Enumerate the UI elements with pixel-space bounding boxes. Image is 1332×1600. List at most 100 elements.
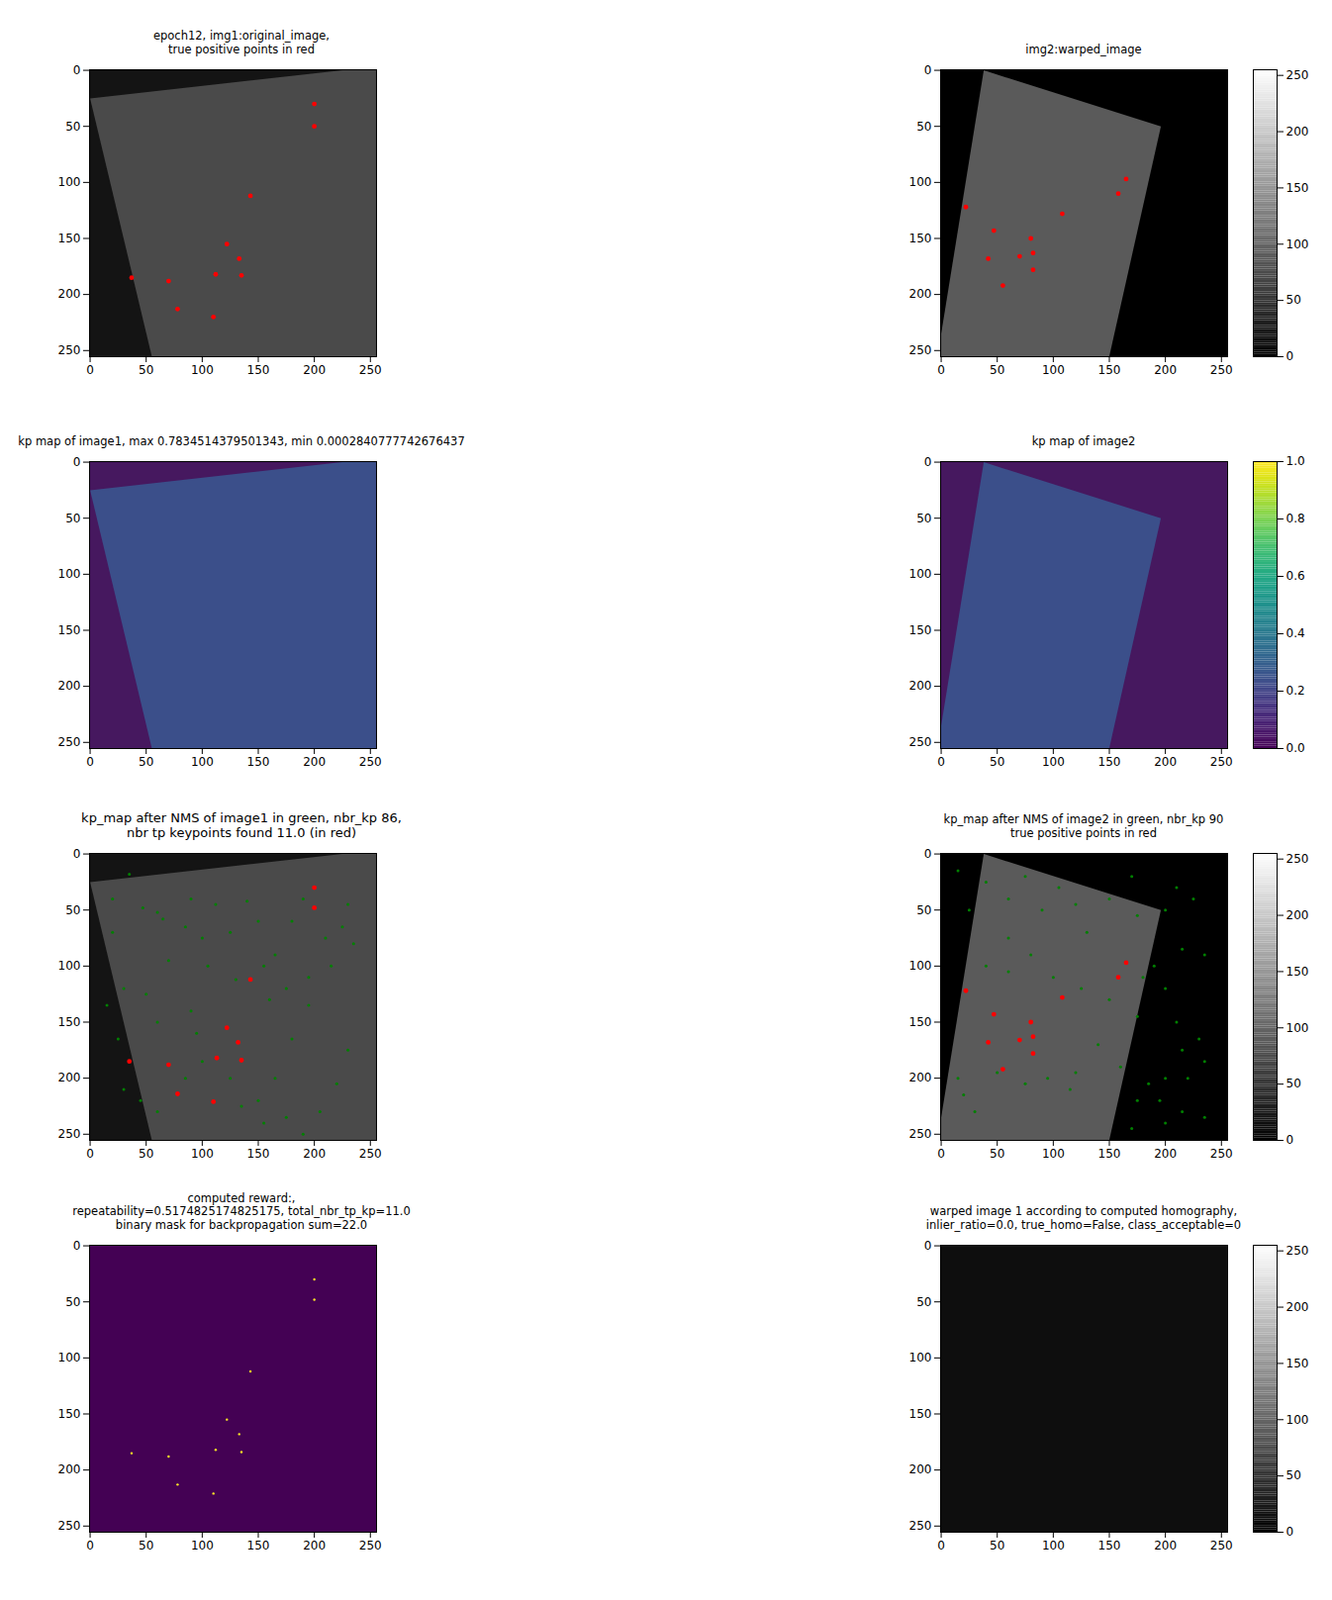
- svg-text:250: 250: [909, 1127, 933, 1142]
- svg-text:250: 250: [1286, 852, 1310, 866]
- svg-text:0.8: 0.8: [1286, 511, 1306, 526]
- svg-text:50: 50: [1286, 292, 1302, 307]
- svg-text:100: 100: [1286, 1021, 1310, 1036]
- svg-text:50: 50: [916, 903, 932, 918]
- svg-text:50: 50: [138, 1538, 154, 1553]
- svg-text:150: 150: [1286, 181, 1310, 195]
- svg-text:0: 0: [86, 755, 95, 769]
- svg-text:100: 100: [1042, 1538, 1065, 1553]
- svg-text:250: 250: [359, 1146, 382, 1161]
- svg-text:50: 50: [65, 903, 81, 918]
- svg-text:0.6: 0.6: [1286, 569, 1306, 583]
- svg-text:1.0: 1.0: [1286, 454, 1306, 469]
- svg-text:200: 200: [909, 1070, 933, 1085]
- svg-text:100: 100: [58, 958, 82, 973]
- svg-text:250: 250: [359, 363, 382, 378]
- svg-text:0: 0: [73, 847, 82, 861]
- svg-text:150: 150: [1286, 1356, 1310, 1371]
- svg-text:0: 0: [924, 455, 933, 470]
- svg-text:100: 100: [909, 175, 933, 190]
- svg-text:0: 0: [924, 63, 933, 78]
- svg-text:50: 50: [1286, 1076, 1302, 1091]
- svg-text:100: 100: [1286, 1413, 1310, 1428]
- svg-text:50: 50: [989, 363, 1005, 378]
- svg-text:50: 50: [138, 755, 154, 769]
- svg-text:200: 200: [58, 286, 82, 301]
- svg-text:250: 250: [58, 735, 82, 750]
- svg-text:200: 200: [58, 1070, 82, 1085]
- svg-text:0: 0: [86, 1146, 95, 1161]
- svg-text:0: 0: [73, 1238, 82, 1253]
- svg-text:0: 0: [937, 1146, 946, 1161]
- svg-text:150: 150: [58, 1015, 82, 1030]
- svg-text:250: 250: [909, 343, 933, 358]
- svg-text:250: 250: [1210, 1538, 1234, 1553]
- svg-text:0: 0: [1286, 1524, 1295, 1539]
- svg-text:200: 200: [909, 286, 933, 301]
- svg-text:200: 200: [58, 678, 82, 693]
- svg-text:150: 150: [247, 363, 271, 378]
- svg-text:200: 200: [302, 1146, 326, 1161]
- svg-text:150: 150: [1098, 1538, 1122, 1553]
- svg-text:0: 0: [937, 1538, 946, 1553]
- svg-text:200: 200: [302, 363, 326, 378]
- svg-text:100: 100: [58, 567, 82, 581]
- svg-text:250: 250: [58, 1127, 82, 1142]
- svg-text:100: 100: [909, 1350, 933, 1365]
- svg-text:200: 200: [1153, 363, 1177, 378]
- svg-text:100: 100: [909, 958, 933, 973]
- svg-text:50: 50: [65, 119, 81, 134]
- svg-text:0: 0: [86, 363, 95, 378]
- svg-text:200: 200: [1286, 908, 1310, 923]
- svg-text:50: 50: [65, 1295, 81, 1310]
- svg-text:100: 100: [1286, 237, 1310, 252]
- svg-text:100: 100: [58, 175, 82, 190]
- svg-text:150: 150: [247, 755, 271, 769]
- svg-text:0: 0: [1286, 1133, 1295, 1147]
- svg-text:150: 150: [909, 231, 933, 246]
- svg-text:100: 100: [190, 363, 214, 378]
- svg-text:0: 0: [73, 63, 82, 78]
- svg-text:150: 150: [58, 231, 82, 246]
- svg-text:0: 0: [937, 363, 946, 378]
- svg-text:0: 0: [924, 1238, 933, 1253]
- svg-text:50: 50: [916, 119, 932, 134]
- svg-text:150: 150: [1098, 755, 1122, 769]
- svg-text:50: 50: [65, 511, 81, 526]
- svg-text:150: 150: [1098, 1146, 1122, 1161]
- svg-text:50: 50: [138, 363, 154, 378]
- svg-text:150: 150: [1286, 964, 1310, 979]
- svg-text:200: 200: [1153, 755, 1177, 769]
- svg-text:200: 200: [302, 1538, 326, 1553]
- svg-text:0: 0: [73, 455, 82, 470]
- svg-text:100: 100: [909, 567, 933, 581]
- svg-text:200: 200: [58, 1462, 82, 1477]
- svg-text:0.0: 0.0: [1286, 741, 1306, 756]
- svg-text:150: 150: [247, 1146, 271, 1161]
- svg-text:100: 100: [1042, 363, 1065, 378]
- svg-text:50: 50: [989, 755, 1005, 769]
- svg-text:0.4: 0.4: [1286, 626, 1306, 641]
- svg-text:50: 50: [989, 1538, 1005, 1553]
- svg-text:250: 250: [58, 1519, 82, 1533]
- svg-text:250: 250: [909, 1519, 933, 1533]
- svg-text:250: 250: [1210, 755, 1234, 769]
- svg-text:200: 200: [302, 755, 326, 769]
- svg-text:150: 150: [1098, 363, 1122, 378]
- svg-text:0: 0: [86, 1538, 95, 1553]
- svg-text:200: 200: [1153, 1146, 1177, 1161]
- svg-text:150: 150: [909, 623, 933, 638]
- svg-text:150: 150: [247, 1538, 271, 1553]
- svg-text:100: 100: [190, 755, 214, 769]
- svg-text:250: 250: [58, 343, 82, 358]
- svg-text:100: 100: [58, 1350, 82, 1365]
- svg-text:100: 100: [190, 1146, 214, 1161]
- svg-text:250: 250: [359, 1538, 382, 1553]
- svg-text:250: 250: [1210, 1146, 1234, 1161]
- svg-text:200: 200: [909, 1462, 933, 1477]
- svg-text:50: 50: [916, 511, 932, 526]
- svg-text:250: 250: [1286, 1243, 1310, 1258]
- svg-text:250: 250: [909, 735, 933, 750]
- svg-text:150: 150: [58, 1407, 82, 1422]
- svg-text:0: 0: [1286, 349, 1295, 364]
